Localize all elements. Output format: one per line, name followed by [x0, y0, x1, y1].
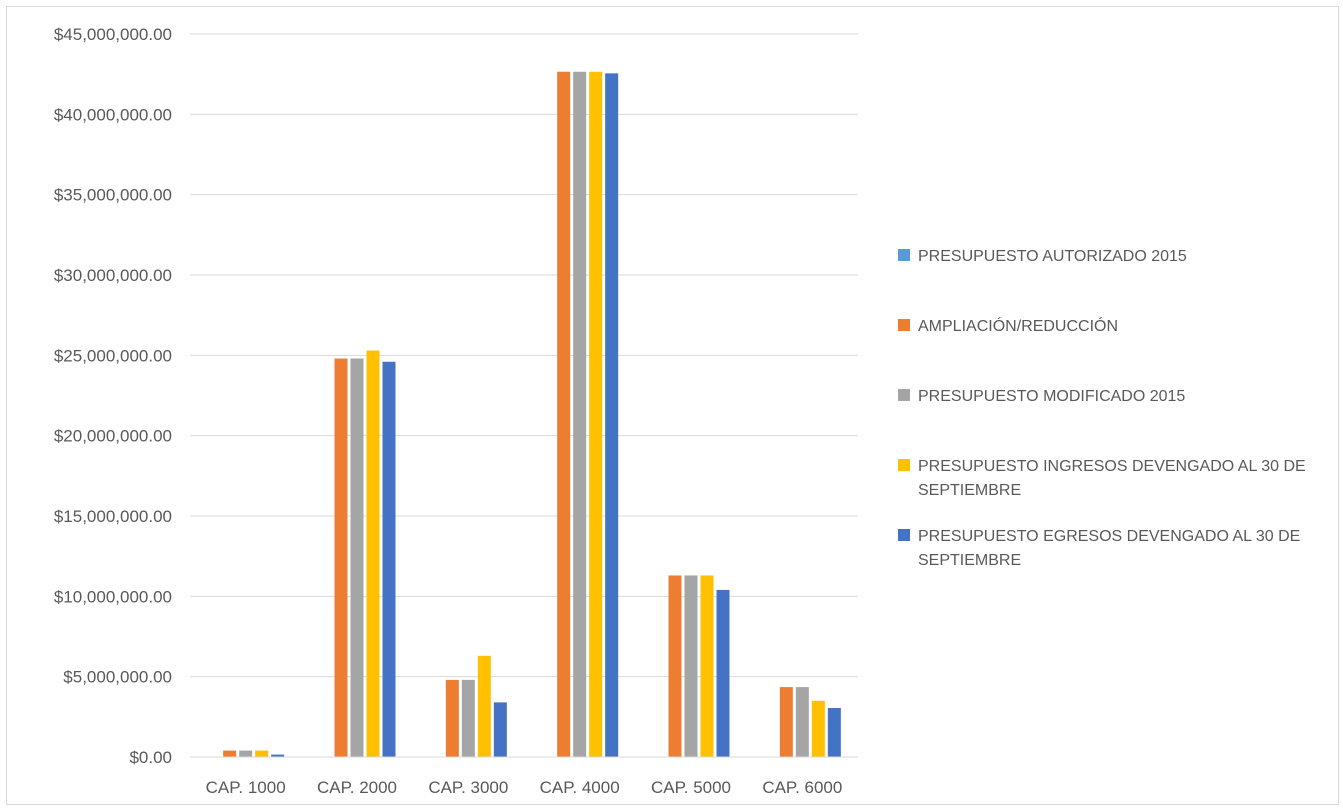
- bar: [716, 589, 730, 757]
- bar: [827, 707, 841, 757]
- y-tick-label: $30,000,000.00: [54, 266, 172, 285]
- x-tick-label: CAP. 5000: [651, 778, 731, 797]
- y-tick-label: $45,000,000.00: [54, 25, 172, 44]
- y-tick-label: $20,000,000.00: [54, 427, 172, 446]
- bar: [334, 358, 348, 757]
- bar: [350, 358, 364, 757]
- x-tick-label: CAP. 4000: [540, 778, 620, 797]
- legend-swatch: [898, 319, 910, 331]
- bar: [382, 361, 396, 757]
- legend-swatch: [898, 459, 910, 471]
- bar: [668, 575, 682, 757]
- bar: [811, 700, 825, 757]
- y-tick-label: $5,000,000.00: [63, 668, 172, 687]
- bar: [573, 71, 587, 758]
- legend-swatch: [898, 529, 910, 541]
- bar: [445, 679, 459, 757]
- x-axis-tick-labels: CAP. 1000 CAP. 2000 CAP. 3000 CAP. 4000 CAP.…: [206, 778, 843, 797]
- bar: [493, 702, 507, 757]
- y-tick-label: $10,000,000.00: [54, 587, 172, 606]
- gridlines: [190, 33, 858, 678]
- bar: [366, 350, 380, 757]
- legend-label: PRESUPUESTO AUTORIZADO 2015: [918, 248, 1187, 265]
- legend-swatch: [898, 249, 910, 261]
- bar: [271, 754, 285, 757]
- bar: [779, 687, 793, 757]
- x-tick-label: CAP. 1000: [206, 778, 286, 797]
- bar: [223, 750, 237, 757]
- legend-label: PRESUPUESTO INGRESOS DEVENGADO AL 30 DE S…: [918, 458, 1306, 499]
- y-tick-label: $35,000,000.00: [54, 186, 172, 205]
- bar: [255, 750, 269, 757]
- legend-label: PRESUPUESTO EGRESOS DEVENGADO AL 30 DE SE…: [918, 528, 1300, 569]
- legend-label: AMPLIACIÓN/REDUCCIÓN: [918, 316, 1118, 335]
- y-axis-tick-labels: $0.00 $5,000,000.00 $10,000,000.00 $15,000,…: [54, 25, 172, 767]
- x-tick-label: CAP. 6000: [762, 778, 842, 797]
- y-tick-label: $0.00: [129, 748, 172, 767]
- y-tick-label: $40,000,000.00: [54, 105, 172, 124]
- legend-swatch: [898, 389, 910, 401]
- bar: [700, 575, 714, 757]
- y-tick-label: $15,000,000.00: [54, 507, 172, 526]
- x-tick-label: CAP. 2000: [317, 778, 397, 797]
- bar: [461, 679, 475, 757]
- bar: [477, 655, 491, 757]
- bar: [605, 73, 619, 757]
- y-tick-label: $25,000,000.00: [54, 346, 172, 365]
- bar: [684, 575, 698, 757]
- bars: [223, 71, 841, 758]
- x-tick-label: CAP. 3000: [428, 778, 508, 797]
- bar: [239, 750, 253, 757]
- bar: [589, 71, 603, 758]
- bar: [795, 687, 809, 757]
- legend: PRESUPUESTO AUTORIZADO 2015 AMPLIACIÓN/RE…: [898, 248, 1306, 569]
- legend-label: PRESUPUESTO MODIFICADO 2015: [918, 388, 1185, 405]
- bar: [557, 71, 571, 758]
